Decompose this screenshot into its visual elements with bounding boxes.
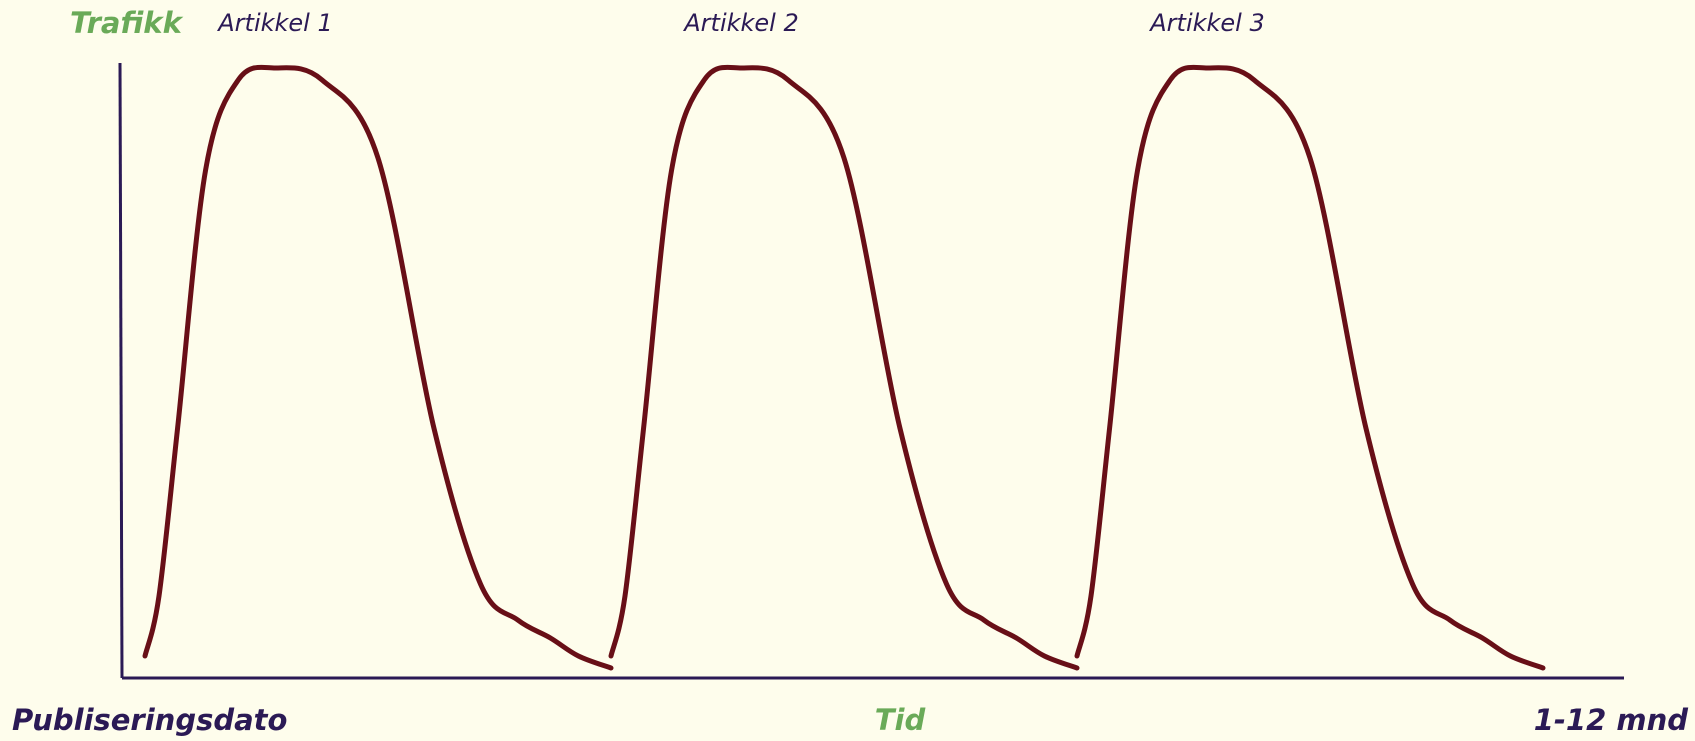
y-axis-line <box>118 62 124 679</box>
x-axis-label: Tid <box>875 703 926 737</box>
y-axis-label: Trafikk <box>70 6 184 40</box>
series-curve-2 <box>608 64 1080 671</box>
series-curve-1 <box>142 64 614 671</box>
series-labels: Artikkel 1 Artikkel 2 Artikkel 3 <box>216 9 1265 37</box>
series-label-2: Artikkel 2 <box>682 9 799 37</box>
series-label-1: Artikkel 1 <box>216 9 333 37</box>
series-curve-3 <box>1074 64 1546 671</box>
series-curves <box>142 64 1546 671</box>
x-axis-end-label: 1-12 mnd <box>1534 703 1689 737</box>
series-label-3: Artikkel 3 <box>1148 9 1265 37</box>
x-axis-start-label: Publiseringsdato <box>12 703 287 737</box>
